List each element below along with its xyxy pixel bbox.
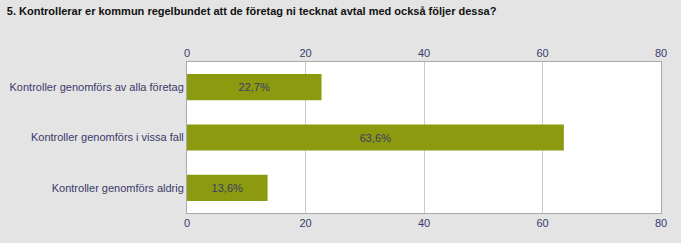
svg-text:Kontroller genomförs aldrig: Kontroller genomförs aldrig (52, 182, 184, 194)
svg-text:80: 80 (655, 217, 667, 229)
svg-text:Kontroller genomförs av alla f: Kontroller genomförs av alla företag (10, 81, 184, 93)
svg-text:80: 80 (655, 47, 667, 59)
svg-text:5. Kontrollerar er kommun rege: 5. Kontrollerar er kommun regelbundet at… (7, 5, 497, 17)
svg-text:13,6%: 13,6% (212, 182, 243, 194)
svg-text:Kontroller genomförs i vissa f: Kontroller genomförs i vissa fall (31, 131, 184, 143)
svg-text:60: 60 (536, 217, 548, 229)
svg-text:63,6%: 63,6% (360, 132, 391, 144)
svg-text:40: 40 (418, 47, 430, 59)
svg-text:20: 20 (299, 47, 311, 59)
svg-text:40: 40 (418, 217, 430, 229)
svg-text:0: 0 (184, 217, 190, 229)
svg-text:22,7%: 22,7% (239, 81, 270, 93)
svg-text:0: 0 (184, 47, 190, 59)
svg-text:60: 60 (536, 47, 548, 59)
svg-text:20: 20 (299, 217, 311, 229)
